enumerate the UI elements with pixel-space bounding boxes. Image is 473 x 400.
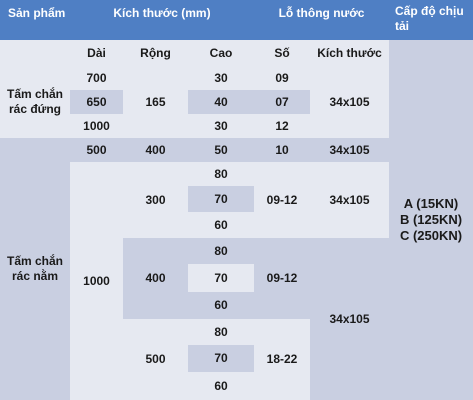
- cell-rong-400: 400: [123, 138, 188, 162]
- header-kich-thuoc-mm: Kích thước (mm): [70, 0, 254, 40]
- load-class-column: A (15KN) B (125KN) C (250KN): [389, 40, 473, 400]
- cell-cao-80: 80: [188, 238, 254, 264]
- product-tam-chan-rac-dung: Tấm chắn rác đứng: [0, 66, 70, 138]
- subheader-empty: [0, 40, 70, 66]
- cell-kich-thuoc-34x105: 34x105: [310, 162, 389, 238]
- cell-dai-1000: 1000: [70, 162, 123, 400]
- cell-kich-thuoc-34x105: 34x105: [310, 238, 389, 400]
- cell-cao-70: 70: [188, 186, 254, 212]
- cell-kich-thuoc-34x105: 34x105: [310, 138, 389, 162]
- cell-so-18-22: 18-22: [254, 319, 310, 400]
- header-lo-thong-nuoc: Lỗ thông nước: [254, 0, 389, 40]
- cell-cao-30: 30: [188, 114, 254, 138]
- cell-so-09-12: 09-12: [254, 238, 310, 319]
- load-class-c: C (250KN): [399, 228, 463, 243]
- cell-rong-165: 165: [123, 66, 188, 138]
- header-cap-do-chiu-tai: Cấp độ chịu tải: [389, 0, 473, 40]
- subheader-so: Số: [254, 40, 310, 66]
- cell-cao-60: 60: [188, 212, 254, 238]
- cell-cao-50: 50: [188, 138, 254, 162]
- cell-so-10: 10: [254, 138, 310, 162]
- cell-cao-70: 70: [188, 264, 254, 292]
- cell-cao-40: 40: [188, 90, 254, 114]
- subheader-rong: Rộng: [123, 40, 188, 66]
- cell-dai-650: 650: [70, 90, 123, 114]
- cell-so-12: 12: [254, 114, 310, 138]
- cell-dai-500: 500: [70, 138, 123, 162]
- load-class-a: A (15KN): [403, 196, 459, 211]
- cell-dai-1000: 1000: [70, 114, 123, 138]
- subheader-dai: Dài: [70, 40, 123, 66]
- cell-dai-700: 700: [70, 66, 123, 90]
- cell-cao-60: 60: [188, 372, 254, 400]
- cell-so-09-12: 09-12: [254, 162, 310, 238]
- subheader-cao: Cao: [188, 40, 254, 66]
- cell-so-07: 07: [254, 90, 310, 114]
- cell-cao-70: 70: [188, 345, 254, 372]
- cell-rong-500: 500: [123, 319, 188, 400]
- cell-cao-80: 80: [188, 162, 254, 186]
- cell-cao-80: 80: [188, 319, 254, 345]
- cell-cao-60: 60: [188, 292, 254, 319]
- load-class-b: B (125KN): [399, 212, 463, 227]
- cell-cao-30: 30: [188, 66, 254, 90]
- cell-so-09: 09: [254, 66, 310, 90]
- subheader-kich-thuoc: Kích thước: [310, 40, 389, 66]
- header-san-pham: Sản phẩm: [0, 0, 70, 40]
- cell-kich-thuoc-34x105: 34x105: [310, 66, 389, 138]
- product-tam-chan-rac-nam: Tấm chắn rác nằm: [0, 138, 70, 400]
- cell-rong-300: 300: [123, 162, 188, 238]
- cell-rong-400: 400: [123, 238, 188, 319]
